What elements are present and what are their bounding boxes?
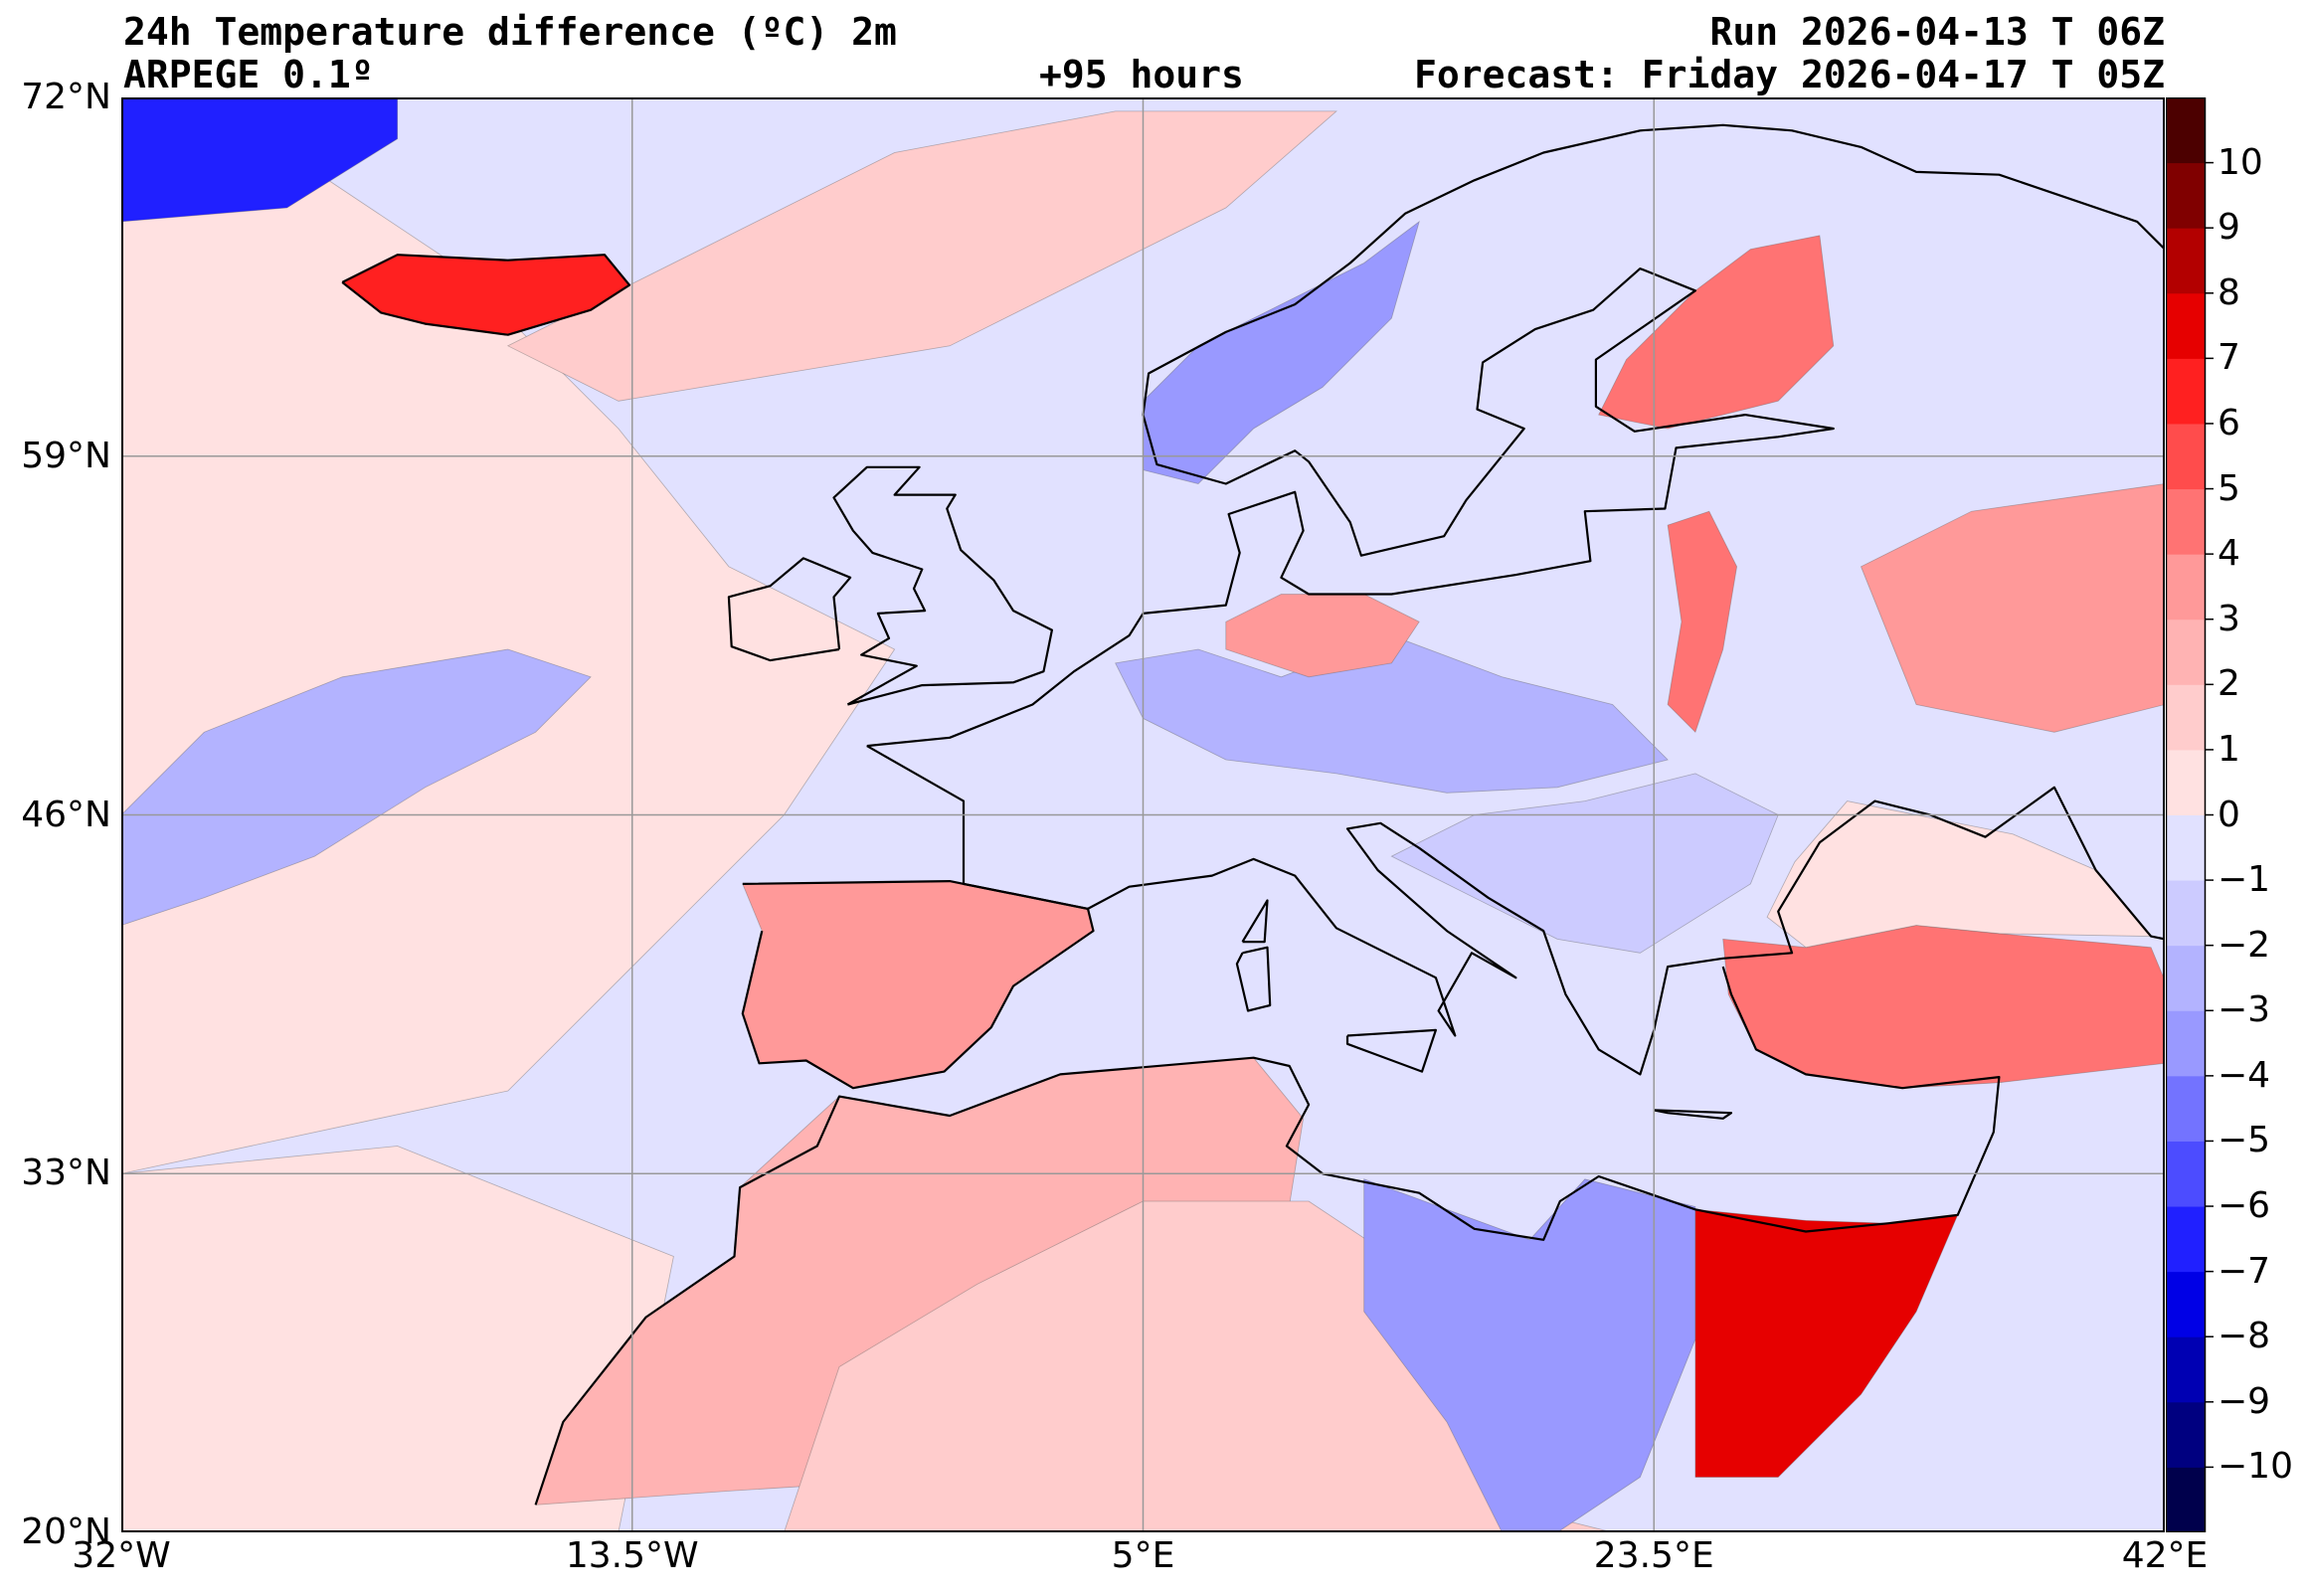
- colorbar-segment: [2166, 1467, 2206, 1532]
- lon-label: 42°E: [2121, 1535, 2209, 1576]
- coastline: [1241, 899, 1269, 944]
- coastline: [1654, 1109, 1733, 1120]
- colorbar-segment: [2166, 1336, 2206, 1403]
- coastline: [727, 557, 852, 662]
- colorbar-segment: [2166, 1010, 2206, 1077]
- colorbar-label: 1: [2218, 728, 2240, 770]
- region-egypt-hot: [1694, 1208, 1959, 1478]
- colorbar-segment: [2166, 619, 2206, 685]
- lat-label: 33°N: [21, 1153, 111, 1194]
- colorbar-label: −2: [2218, 924, 2271, 966]
- region-atlantic-cold-band: [121, 648, 592, 926]
- colorbar-label: 0: [2218, 794, 2240, 835]
- coastline: [1345, 1028, 1438, 1073]
- colorbar-border: [2166, 97, 2207, 1532]
- colorbar-label: 2: [2218, 663, 2240, 705]
- coastline: [866, 745, 2165, 1076]
- colorbar-segment: [2166, 97, 2206, 164]
- colorbar-segment: [2166, 358, 2206, 425]
- map-border: [121, 97, 2165, 1532]
- lat-label: 20°N: [21, 1511, 111, 1552]
- run-time: Run 2026-04-13 T 06Z: [1709, 10, 2165, 54]
- colorbar-segment: [2166, 749, 2206, 815]
- coastline: [832, 465, 1054, 706]
- colorbar-segment: [2166, 1401, 2206, 1468]
- colorbar: [2166, 97, 2214, 1532]
- region-finland: [1598, 235, 1835, 430]
- coastline: [534, 966, 2001, 1506]
- coastline: [1235, 946, 1272, 1012]
- colorbar-label: −7: [2218, 1250, 2271, 1292]
- colorbar-label: 3: [2218, 598, 2240, 639]
- colorbar-segment: [2166, 684, 2206, 751]
- colorbar-segment: [2166, 423, 2206, 490]
- colorbar-label: −6: [2218, 1185, 2271, 1227]
- colorbar-label: −8: [2218, 1316, 2271, 1357]
- region-libya-cold: [1363, 1178, 1696, 1532]
- colorbar-segment: [2166, 1206, 2206, 1273]
- lon-label: 23.5°E: [1593, 1535, 1714, 1576]
- colorbar-segment: [2166, 945, 2206, 1011]
- colorbar-segment: [2166, 554, 2206, 621]
- colorbar-label: 10: [2218, 141, 2263, 183]
- coastline: [866, 123, 2165, 748]
- forecast-time: Forecast: Friday 2026-04-17 T 05Z: [1414, 53, 2165, 96]
- colorbar-segment: [2166, 880, 2206, 947]
- lat-label: 72°N: [21, 77, 111, 117]
- colorbar-label: 8: [2218, 271, 2240, 313]
- colorbar-label: −1: [2218, 859, 2271, 901]
- colorbar-segment: [2166, 488, 2206, 555]
- colorbar-label: −3: [2218, 989, 2271, 1031]
- temperature-map: [121, 97, 2165, 1532]
- lon-label: 5°E: [1111, 1535, 1175, 1576]
- lead-time: +95 hours: [1039, 53, 1244, 96]
- colorbar-segment: [2166, 1271, 2206, 1337]
- map-area: [121, 97, 2165, 1532]
- colorbar-label: −4: [2218, 1054, 2271, 1096]
- lon-label: 32°W: [72, 1535, 171, 1576]
- colorbar-label: 5: [2218, 467, 2240, 509]
- region-eastern-europe-mixed: [1390, 773, 1779, 954]
- coastline: [341, 254, 631, 336]
- region-norway-cold: [1143, 220, 1420, 484]
- colorbar-segment: [2166, 292, 2206, 359]
- colorbar-segment: [2166, 1075, 2206, 1142]
- region-russia-west: [1860, 483, 2165, 733]
- colorbar-label: 6: [2218, 402, 2240, 443]
- colorbar-segment: [2166, 814, 2206, 881]
- colorbar-segment: [2166, 228, 2206, 294]
- region-greenland-cold: [121, 97, 399, 223]
- colorbar-segment: [2166, 1141, 2206, 1207]
- colorbar-label: 9: [2218, 207, 2240, 249]
- lat-label: 46°N: [21, 794, 111, 835]
- region-baltic-warm-strip: [1667, 510, 1738, 734]
- colorbar-segment: [2166, 162, 2206, 229]
- colorbar-label: −10: [2218, 1446, 2293, 1488]
- lon-label: 13.5°W: [565, 1535, 699, 1576]
- colorbar-label: −9: [2218, 1380, 2271, 1422]
- colorbar-label: −5: [2218, 1120, 2271, 1161]
- colorbar-label: 4: [2218, 533, 2240, 575]
- lat-label: 59°N: [21, 435, 111, 476]
- region-central-europe-cold: [1115, 634, 1669, 794]
- chart-title: 24h Temperature difference (ºC) 2m: [123, 10, 897, 54]
- region-germany-warm: [1225, 594, 1420, 678]
- region-turkey: [1722, 925, 2165, 1089]
- model-name: ARPEGE 0.1º: [123, 53, 374, 96]
- colorbar-label: 7: [2218, 337, 2240, 379]
